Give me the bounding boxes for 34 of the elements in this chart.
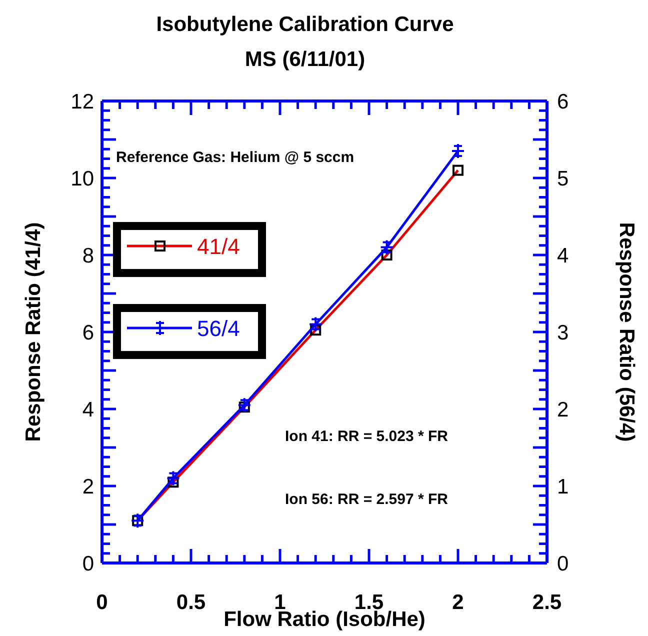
y-tick-label: 2 (82, 475, 94, 498)
y2-tick-label: 2 (557, 398, 569, 422)
y2-axis-title: Response Ratio (56/4) (615, 222, 638, 442)
annotation: Ion 56: RR = 2.597 * FR (285, 491, 448, 508)
legend-label: 41/4 (197, 234, 240, 259)
x-tick-label: 0 (96, 591, 108, 614)
point (166, 470, 180, 486)
y-tick-label: 8 (82, 244, 94, 268)
y-tick-label: 6 (82, 321, 94, 344)
annotation: Ion 41: RR = 5.023 * FR (285, 428, 448, 445)
legend-label: 56/4 (197, 316, 240, 341)
y-tick-label: 12 (70, 90, 94, 114)
x-tick-label: 0.5 (176, 591, 206, 614)
point (130, 512, 145, 529)
x-axis-title: Flow Ratio (Isob/He) (224, 608, 426, 631)
point (380, 239, 394, 256)
point (451, 143, 465, 160)
y2-tick-label: 6 (557, 90, 569, 114)
x-tick-label: 2.5 (532, 591, 562, 614)
point (237, 397, 252, 414)
y2-tick-label: 1 (557, 475, 569, 498)
chart-subtitle: MS (6/11/01) (244, 48, 366, 71)
y-tick-label: 4 (82, 398, 94, 422)
y2-tick-label: 5 (557, 167, 569, 190)
y-axis-title: Response Ratio (41/4) (22, 222, 45, 442)
y2-tick-label: 3 (557, 321, 569, 344)
y2-tick-label: 0 (557, 552, 569, 576)
annotation: Reference Gas: Helium @ 5 sccm (116, 149, 354, 166)
y2-tick-label: 4 (557, 244, 569, 268)
y-tick-label: 10 (70, 167, 94, 190)
x-tick-label: 2 (452, 591, 464, 614)
chart-title: Isobutylene Calibration Curve (156, 13, 454, 36)
y-tick-label: 0 (82, 552, 94, 576)
point (308, 316, 323, 332)
